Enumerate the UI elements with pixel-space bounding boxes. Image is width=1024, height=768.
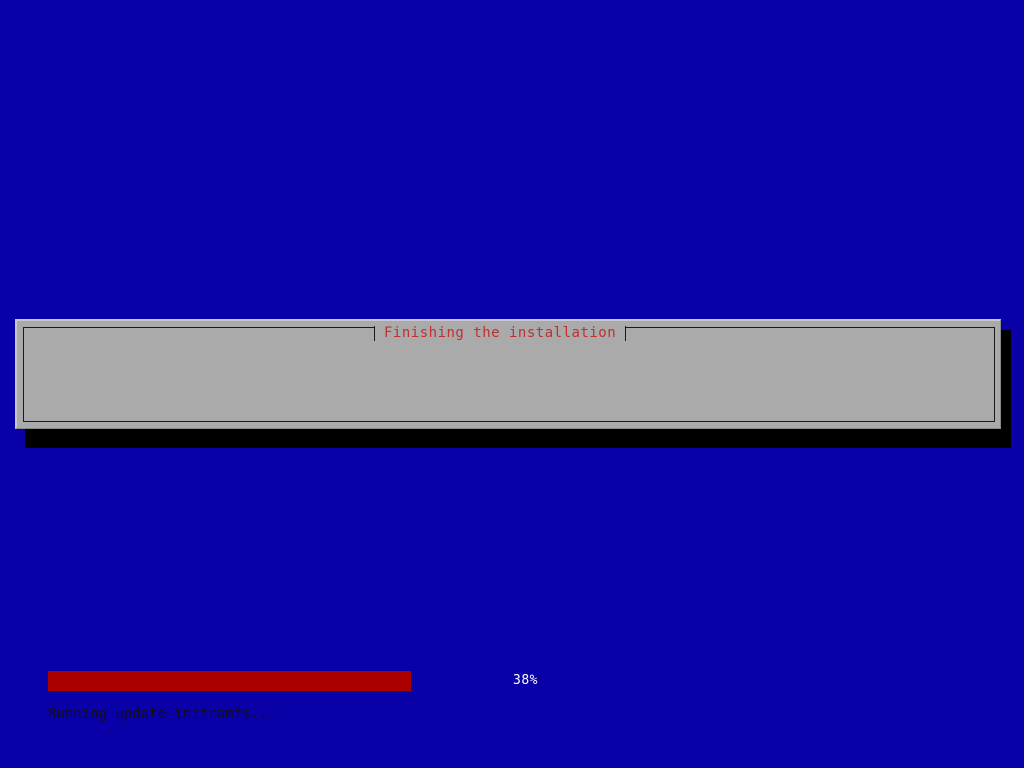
progress-percent-label: 38% <box>513 673 538 688</box>
progress-bar-track: 38% <box>48 671 1003 691</box>
dialog-inner-frame <box>23 327 995 422</box>
status-message: Running update-initramfs... <box>48 706 276 722</box>
progress-bar-fill <box>48 671 411 691</box>
progress-dialog: 38% Running update-initramfs... <box>15 319 1003 722</box>
